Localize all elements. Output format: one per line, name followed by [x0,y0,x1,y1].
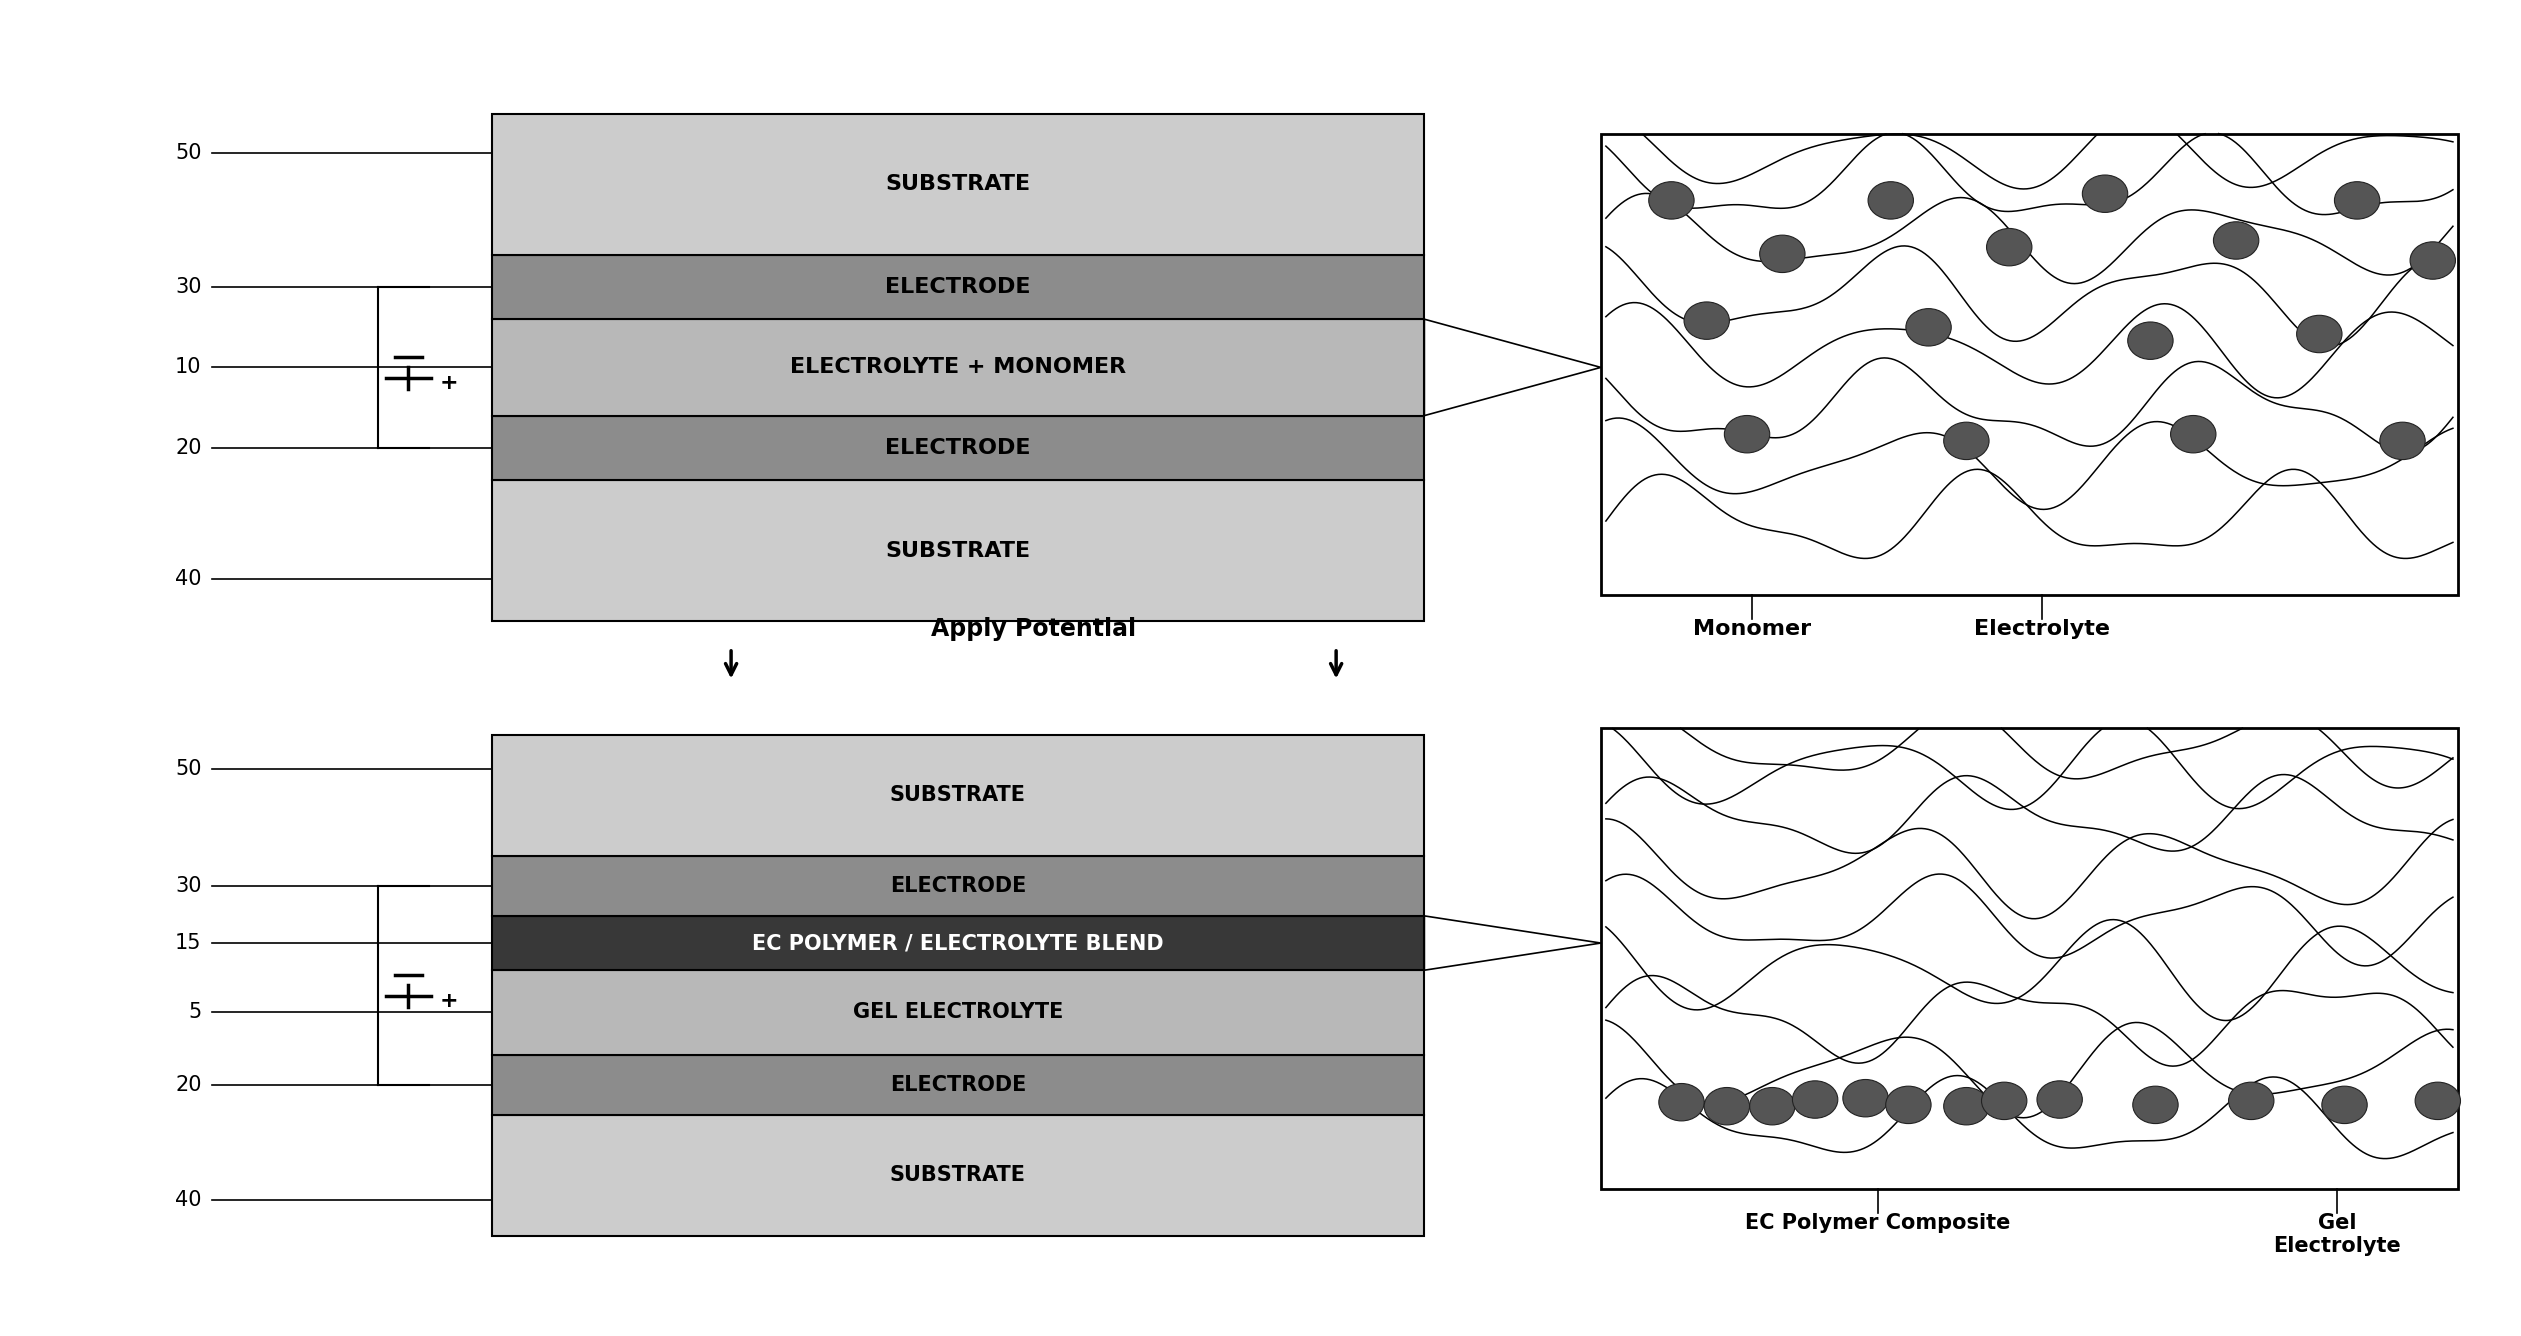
Text: EC Polymer Composite: EC Polymer Composite [1745,1213,2012,1233]
Ellipse shape [2410,242,2455,279]
Ellipse shape [2334,182,2380,219]
Ellipse shape [2128,322,2173,359]
Bar [492,255,1424,319]
Text: Monomer: Monomer [1694,619,1810,639]
Bar [492,415,1424,480]
Text: 20: 20 [174,438,202,458]
Ellipse shape [1944,1088,1989,1125]
Ellipse shape [2229,1082,2274,1120]
Bar [492,480,1424,621]
Ellipse shape [1906,309,1951,346]
Text: +: + [439,991,459,1011]
Text: 20: 20 [174,1075,202,1096]
Bar [1601,134,2458,595]
Text: GEL ELECTROLYTE: GEL ELECTROLYTE [852,1002,1064,1022]
Ellipse shape [2213,222,2259,259]
Bar [492,114,1424,255]
Ellipse shape [1750,1088,1795,1125]
Text: SUBSTRATE: SUBSTRATE [890,786,1026,806]
Text: Gel
Electrolyte: Gel Electrolyte [2274,1213,2400,1256]
Ellipse shape [1649,182,1694,219]
Text: ELECTROLYTE + MONOMER: ELECTROLYTE + MONOMER [789,358,1127,377]
Bar [492,1116,1424,1236]
Text: 40: 40 [174,569,202,589]
Bar [492,735,1424,855]
Ellipse shape [1724,415,1770,453]
Text: EC POLYMER / ELECTROLYTE BLEND: EC POLYMER / ELECTROLYTE BLEND [751,933,1165,953]
Ellipse shape [2082,175,2128,212]
Ellipse shape [1944,422,1989,460]
Text: SUBSTRATE: SUBSTRATE [890,1165,1026,1185]
Bar [492,970,1424,1054]
Ellipse shape [2171,415,2216,453]
Text: SUBSTRATE: SUBSTRATE [885,541,1031,561]
Text: 10: 10 [174,358,202,377]
Text: 15: 15 [174,933,202,953]
Text: ELECTRODE: ELECTRODE [890,1075,1026,1096]
Ellipse shape [2380,422,2425,460]
Text: 30: 30 [174,875,202,895]
Ellipse shape [2415,1082,2460,1120]
Text: +: + [439,374,459,393]
Ellipse shape [2322,1086,2367,1124]
Ellipse shape [1659,1083,1704,1121]
Ellipse shape [1886,1086,1931,1124]
Ellipse shape [2297,315,2342,353]
Text: ELECTRODE: ELECTRODE [885,438,1031,458]
Ellipse shape [1868,182,1913,219]
Bar [492,319,1424,415]
Text: 50: 50 [174,759,202,779]
Text: SUBSTRATE: SUBSTRATE [885,174,1031,194]
Bar [492,916,1424,970]
Ellipse shape [1982,1082,2027,1120]
Bar [492,1054,1424,1116]
Text: 5: 5 [189,1002,202,1022]
Text: 30: 30 [174,277,202,297]
Bar [1601,728,2458,1189]
Ellipse shape [1684,302,1729,339]
Ellipse shape [1987,228,2032,266]
Ellipse shape [1704,1088,1750,1125]
Ellipse shape [2037,1081,2082,1118]
Text: 40: 40 [174,1189,202,1209]
Bar [492,855,1424,916]
Text: ELECTRODE: ELECTRODE [890,875,1026,895]
Ellipse shape [1760,235,1805,273]
Text: 50: 50 [174,143,202,163]
Text: Apply Potential: Apply Potential [930,617,1137,641]
Text: ELECTRODE: ELECTRODE [885,277,1031,297]
Ellipse shape [1843,1079,1888,1117]
Text: Electrolyte: Electrolyte [1974,619,2110,639]
Ellipse shape [2133,1086,2178,1124]
Ellipse shape [1792,1081,1838,1118]
